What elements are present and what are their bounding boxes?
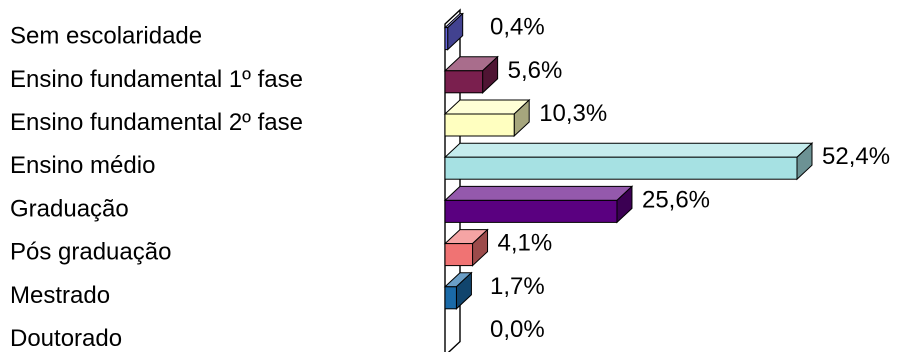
bar-mestrado [443,271,473,310]
bar-top-face [443,185,634,201]
data-label: 1,7% [490,273,545,300]
category-label: Ensino médio [10,152,155,179]
bar-front-face [444,156,798,180]
data-labels: 0,4% 5,6% 10,3% 52,4% 25,6% 4,1% 1,7% 0,0% [490,14,890,343]
bar-front-face [444,286,457,310]
category-label: Sem escolaridade [10,23,202,50]
bar-front-face [444,113,515,137]
category-label: Graduação [10,195,129,222]
bar-pos-graduacao [443,228,489,267]
data-label: 25,6% [642,186,710,213]
category-label: Pós graduação [10,239,171,266]
data-label: 0,4% [490,14,545,41]
bar-ensino-fundamental-1-fase [443,55,499,94]
bars [443,12,814,310]
bar-graduacao [443,185,634,224]
data-label: 4,1% [498,230,553,257]
category-labels: Sem escolaridade Ensino fundamental 1º fa… [10,23,303,352]
bar-top-face [443,142,814,158]
category-label: Doutorado [10,325,122,352]
category-label: Ensino fundamental 1º fase [10,66,303,93]
data-label: 5,6% [508,57,563,84]
bar-ensino-medio [443,142,814,181]
data-label: 10,3% [539,100,607,127]
bar-front-face [444,243,474,267]
bar-ensino-fundamental-2-fase [443,98,531,138]
bar-front-face [444,199,618,223]
bar-front-face [444,70,484,94]
category-label: Ensino fundamental 2º fase [10,109,303,136]
category-label: Mestrado [10,282,110,309]
bar-front-face [444,27,449,51]
data-label: 52,4% [822,143,890,170]
bar-sem-escolaridade [443,12,464,51]
data-label: 0,0% [490,316,545,343]
